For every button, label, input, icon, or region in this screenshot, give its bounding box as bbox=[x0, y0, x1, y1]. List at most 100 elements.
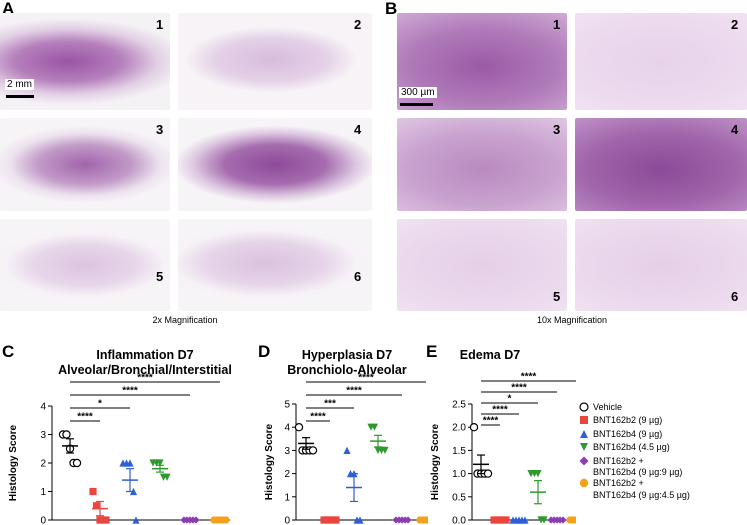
series-group bbox=[180, 516, 200, 524]
micrograph-a4: 4 bbox=[178, 118, 372, 211]
micrograph-b3: 3 bbox=[397, 118, 567, 211]
series-group bbox=[210, 516, 230, 524]
data-point bbox=[370, 423, 379, 431]
significance-label: **** bbox=[77, 412, 93, 423]
tile-number: 6 bbox=[354, 269, 362, 284]
significance-label: * bbox=[508, 394, 512, 405]
significance-label: **** bbox=[310, 412, 326, 423]
tile-number: 2 bbox=[731, 17, 739, 32]
scale-bar bbox=[400, 103, 433, 106]
data-point bbox=[294, 423, 304, 432]
caption-a: 2x Magnification bbox=[152, 315, 218, 325]
y-tick-label: 2 bbox=[284, 469, 290, 480]
data-point bbox=[356, 516, 364, 524]
significance-label: **** bbox=[346, 386, 362, 397]
y-axis-label: Histology Score bbox=[430, 424, 441, 501]
significance-label: **** bbox=[511, 383, 527, 394]
y-tick-label: 3 bbox=[284, 446, 290, 457]
marker-square-icon bbox=[579, 415, 593, 428]
y-axis-label: Histology Score bbox=[264, 424, 275, 501]
series-group bbox=[490, 516, 510, 524]
micrograph-b1: 1 300 µm bbox=[397, 13, 567, 110]
y-tick-label: 4 bbox=[40, 402, 46, 413]
marker-triangle-down-icon bbox=[579, 442, 593, 455]
marker-open-circle-icon bbox=[579, 402, 593, 415]
y-tick-label: 2.5 bbox=[452, 400, 466, 411]
y-tick-label: 0 bbox=[40, 516, 46, 525]
micrograph-a5: 5 bbox=[0, 219, 170, 311]
y-tick-label: 1 bbox=[40, 487, 46, 498]
significance-label: * bbox=[98, 399, 102, 410]
significance-label: **** bbox=[492, 405, 508, 416]
y-tick-label: 1.5 bbox=[452, 446, 466, 457]
micrograph-b2: 2 bbox=[575, 13, 747, 110]
data-point bbox=[126, 459, 134, 467]
data-point bbox=[469, 423, 479, 432]
y-tick-label: 2.0 bbox=[452, 423, 466, 434]
y-tick-label: 2 bbox=[40, 459, 46, 470]
legend-item: BNT162b2 (9 µg) bbox=[579, 415, 690, 428]
y-tick-label: 3 bbox=[40, 430, 46, 441]
data-point bbox=[132, 516, 140, 524]
tile-number: 5 bbox=[553, 289, 561, 304]
scale-bar-label: 300 µm bbox=[399, 87, 437, 98]
chart-d-title: Hyperplasia D7 Bronchiolo-Alveolar bbox=[287, 348, 407, 377]
panel-letter-d: D bbox=[258, 342, 271, 361]
series-group bbox=[392, 516, 412, 524]
micrograph-b4: 4 bbox=[575, 118, 747, 211]
data-point bbox=[62, 430, 71, 439]
series-group bbox=[367, 423, 389, 454]
tile-number: 2 bbox=[354, 17, 362, 32]
significance-label: **** bbox=[358, 373, 374, 384]
series-group bbox=[119, 459, 140, 524]
y-axis-label: Histology Score bbox=[8, 425, 19, 502]
chart-c-title: Inflammation D7 Alveolar/Bronchial/Inters… bbox=[58, 348, 232, 377]
data-point bbox=[72, 458, 82, 468]
legend-item: BNT162b4 (9 µg) bbox=[579, 429, 690, 442]
tile-number: 3 bbox=[156, 122, 164, 137]
tile-number: 3 bbox=[553, 122, 561, 137]
marker-triangle-up-icon bbox=[579, 429, 593, 442]
data-point bbox=[483, 469, 493, 478]
data-point bbox=[343, 446, 351, 454]
micrograph-a2: 2 bbox=[178, 13, 372, 110]
series-group bbox=[89, 487, 110, 524]
significance-label: **** bbox=[483, 416, 499, 427]
tile-number: 1 bbox=[156, 17, 164, 32]
series-group bbox=[343, 446, 364, 524]
scale-bar-label: 2 mm bbox=[5, 79, 34, 90]
data-point bbox=[156, 459, 164, 467]
panel-letter-b: B bbox=[385, 0, 398, 18]
y-tick-label: 1.0 bbox=[452, 469, 466, 480]
y-tick-label: 0 bbox=[284, 516, 290, 525]
scale-bar bbox=[6, 95, 34, 98]
series-group bbox=[149, 459, 171, 481]
data-point bbox=[381, 446, 389, 454]
series-group bbox=[320, 516, 340, 524]
significance-label: **** bbox=[521, 372, 537, 383]
micrograph-b6: 6 bbox=[575, 219, 747, 311]
legend: Vehicle BNT162b2 (9 µg) BNT162b4 (9 µg) … bbox=[579, 402, 690, 501]
legend-item: Vehicle bbox=[579, 402, 690, 415]
series-group bbox=[566, 516, 576, 524]
y-tick-label: 4 bbox=[284, 423, 290, 434]
micrograph-a6: 6 bbox=[178, 219, 372, 311]
data-point bbox=[163, 473, 171, 481]
data-point bbox=[540, 516, 548, 524]
tile-number: 6 bbox=[731, 289, 739, 304]
series-group bbox=[416, 516, 428, 524]
data-point bbox=[308, 446, 318, 455]
micrograph-a1: 1 2 mm bbox=[0, 13, 170, 110]
data-point bbox=[534, 470, 542, 478]
significance-label: **** bbox=[137, 373, 153, 384]
series-group bbox=[469, 423, 493, 478]
series-group bbox=[294, 423, 318, 455]
series-group bbox=[527, 470, 548, 524]
series-group bbox=[547, 516, 567, 524]
micrograph-a3: 3 bbox=[0, 118, 170, 211]
caption-b: 10x Magnification bbox=[536, 315, 608, 325]
data-point bbox=[89, 487, 97, 496]
